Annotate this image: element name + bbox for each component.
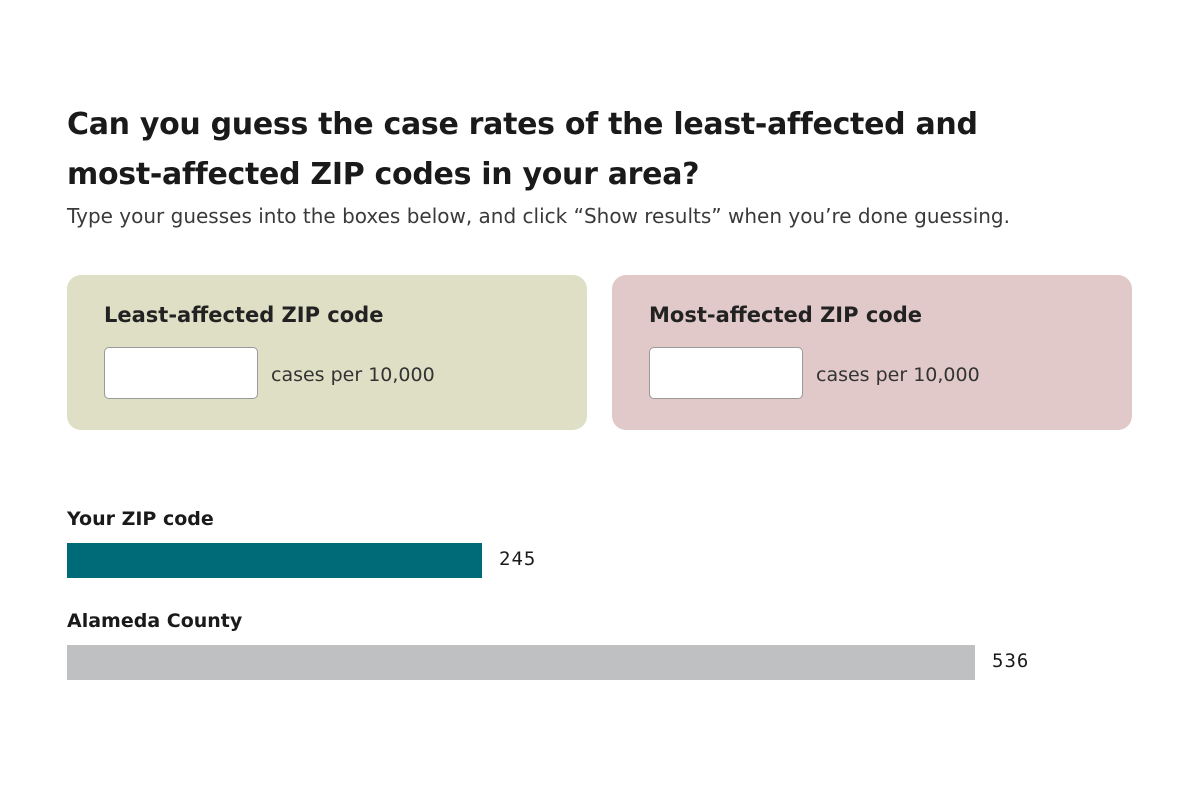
most-affected-input[interactable]: [649, 347, 803, 399]
bar-your-zip: [67, 543, 482, 578]
most-affected-label: Most-affected ZIP code: [649, 303, 922, 327]
bar-label-county: Alameda County: [67, 610, 243, 632]
bar-label-your-zip: Your ZIP code: [67, 508, 214, 530]
least-affected-input[interactable]: [104, 347, 258, 399]
page-title: Can you guess the case rates of the leas…: [67, 107, 978, 192]
least-affected-unit: cases per 10,000: [271, 364, 435, 386]
least-affected-label: Least-affected ZIP code: [104, 303, 384, 327]
bar-value-county: 536: [992, 650, 1030, 672]
most-affected-card: Most-affected ZIP code cases per 10,000: [612, 275, 1132, 430]
instructions-text: Type your guesses into the boxes below, …: [67, 204, 1010, 228]
bar-value-your-zip: 245: [499, 548, 537, 570]
most-affected-unit: cases per 10,000: [816, 364, 980, 386]
bar-county: [67, 645, 975, 680]
least-affected-card: Least-affected ZIP code cases per 10,000: [67, 275, 587, 430]
